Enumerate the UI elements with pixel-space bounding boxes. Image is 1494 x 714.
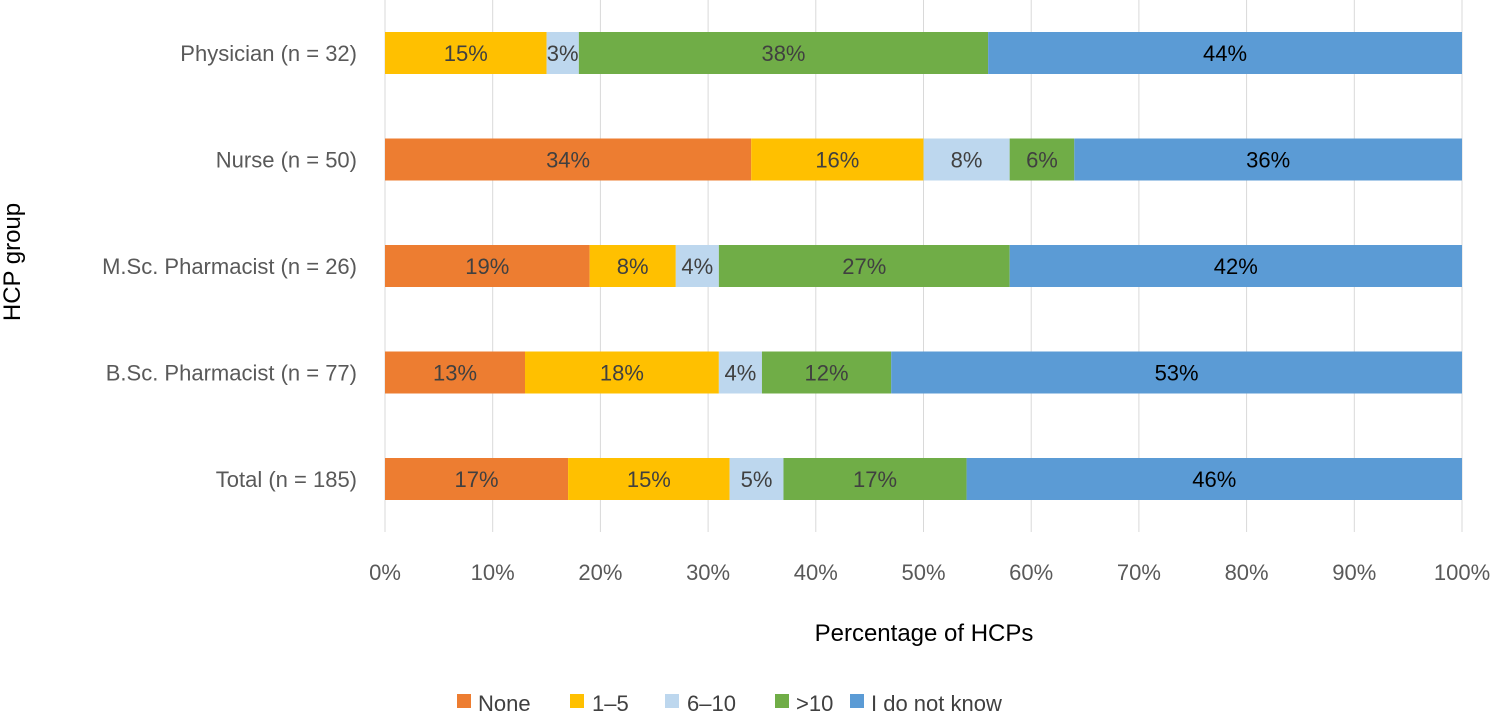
bar-segment [966,458,1462,500]
legend-label: None [478,691,531,714]
data-label: 27% [842,254,886,279]
legend-swatch [570,694,584,708]
bar-segment [751,138,924,181]
x-tick-label: 20% [578,560,622,585]
bar-segment [385,458,569,500]
data-label: 42% [1214,254,1258,279]
legend-swatch [775,694,789,708]
bar-segment [578,32,989,74]
legend-label: 1–5 [592,691,629,714]
bar-segment [923,138,1010,181]
x-tick-label: 80% [1225,560,1269,585]
bar-segment [1009,245,1462,287]
data-label: 17% [455,467,499,492]
x-tick-label: 100% [1434,560,1490,585]
legend: None 1–5 6–10 >10 I do not know [457,691,1002,714]
data-label: 15% [444,41,488,66]
bar-segment [546,32,579,74]
legend-swatch [665,694,679,708]
bar-segment [1009,138,1075,181]
data-label: 13% [433,361,477,386]
bar-segment [988,32,1462,74]
data-label: 19% [465,254,509,279]
category-label: Total (n = 185) [216,467,357,492]
bar-segment [568,458,730,500]
bar-segment [761,351,892,394]
data-label: 15% [627,467,671,492]
x-tick-label: 90% [1332,560,1376,585]
bar-segment [675,245,719,287]
legend-label: 6–10 [687,691,736,714]
y-axis-title: HCP group [0,203,26,321]
legend-label: I do not know [871,691,1002,714]
bar-segment [729,458,784,500]
data-label: 4% [725,361,757,386]
data-label: 12% [805,361,849,386]
data-label: 6% [1026,148,1058,173]
data-label: 38% [761,41,805,66]
data-label: 18% [600,361,644,386]
bar-segment [891,351,1462,394]
bar-segment [718,245,1010,287]
data-label: 8% [617,254,649,279]
x-tick-label: 10% [471,560,515,585]
bar-segment [385,32,547,74]
category-labels: Physician (n = 32) Nurse (n = 50) M.Sc. Ph… [102,41,357,492]
data-label: 44% [1203,41,1247,66]
x-axis-title: Percentage of HCPs [815,620,1034,647]
bar-segment [783,458,967,500]
bar-segment [589,245,676,287]
data-label: 36% [1246,148,1290,173]
category-label: Nurse (n = 50) [216,148,357,173]
data-label: 17% [853,467,897,492]
bar-segment [385,245,590,287]
data-label: 8% [951,148,983,173]
category-label: B.Sc. Pharmacist (n = 77) [106,361,357,386]
data-label: 16% [815,148,859,173]
x-tick-label: 30% [686,560,730,585]
bars [385,32,1462,500]
legend-swatch [457,694,471,708]
category-label: Physician (n = 32) [180,41,357,66]
bar-segment [525,351,719,394]
x-tick-label: 0% [369,560,401,585]
x-tick-label: 60% [1009,560,1053,585]
data-label: 34% [546,148,590,173]
legend-swatch [850,694,864,708]
bar-segment [1074,138,1462,181]
category-label: M.Sc. Pharmacist (n = 26) [102,254,357,279]
data-label: 53% [1155,361,1199,386]
x-tick-label: 50% [901,560,945,585]
bar-segment [718,351,762,394]
legend-label: >10 [796,691,833,714]
x-tick-labels: 0% 10% 20% 30% 40% 50% 60% 70% 80% 90% 100% [369,560,1490,585]
x-tick-label: 40% [794,560,838,585]
data-labels: 15% 3% 38% 44% 34% 16% 8% 6% 36% 19% 8% 4% 27% 42% 13%… [433,41,1290,492]
data-label: 3% [547,41,579,66]
bar-segment [385,138,752,181]
data-label: 46% [1192,467,1236,492]
bar-segment [385,351,526,394]
data-label: 4% [681,254,713,279]
x-tick-label: 70% [1117,560,1161,585]
data-label: 5% [741,467,773,492]
